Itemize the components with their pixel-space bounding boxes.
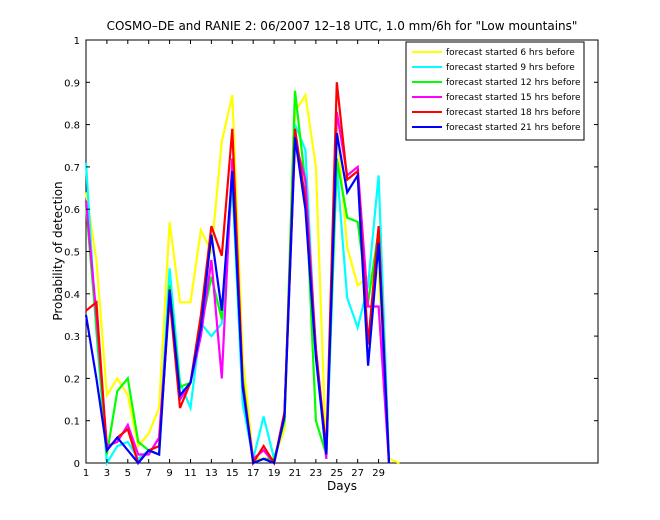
y-tick-label: 0.9: [64, 78, 80, 89]
series-line-6: [84, 132, 391, 465]
x-tick-label: 21: [289, 468, 302, 479]
y-tick-label: 0.1: [64, 417, 80, 428]
x-tick-label: 1: [83, 468, 89, 479]
legend-label: forecast started 6 hrs before: [446, 48, 575, 58]
y-tick-label: 1: [74, 36, 80, 47]
x-axis-label: Days: [327, 479, 357, 493]
x-tick-label: 7: [146, 468, 152, 479]
y-tick-label: 0.8: [64, 121, 80, 132]
x-tick-label: 13: [205, 468, 218, 479]
series-line-5: [85, 82, 391, 467]
legend-label: forecast started 15 hrs before: [446, 93, 581, 103]
y-tick-label: 0.2: [64, 374, 80, 385]
y-tick-label: 0.6: [64, 205, 80, 216]
y-tick-label: 0.4: [64, 290, 80, 301]
x-tick-label: 25: [330, 468, 343, 479]
x-tick-label: 29: [372, 468, 385, 479]
legend-label: forecast started 12 hrs before: [446, 78, 581, 88]
y-axis-label: Probability of detection: [51, 181, 65, 320]
x-tick-label: 11: [184, 468, 197, 479]
legend-label: forecast started 18 hrs before: [446, 108, 581, 118]
legend: forecast started 6 hrs before forecast st…: [405, 41, 585, 141]
legend-box: [405, 41, 585, 141]
y-tick-label: 0: [74, 459, 80, 470]
x-tick-label: 19: [268, 468, 281, 479]
y-tick-label: 0.3: [64, 332, 80, 343]
legend-label: forecast started 21 hrs before: [446, 123, 581, 133]
x-tick-label: 9: [166, 468, 172, 479]
x-tick-label: 15: [226, 468, 239, 479]
chart-title: COSMO–DE and RANIE 2: 06/2007 12–18 UTC,…: [107, 19, 578, 33]
y-tick-label: 0.5: [64, 248, 80, 259]
x-tick-label: 3: [104, 468, 110, 479]
y-tick-label: 0.7: [64, 163, 80, 174]
x-tick-label: 5: [125, 468, 131, 479]
x-tick-label: 23: [310, 468, 323, 479]
legend-label: forecast started 9 hrs before: [446, 63, 575, 73]
x-tick-label: 17: [247, 468, 260, 479]
x-tick-label: 27: [351, 468, 364, 479]
